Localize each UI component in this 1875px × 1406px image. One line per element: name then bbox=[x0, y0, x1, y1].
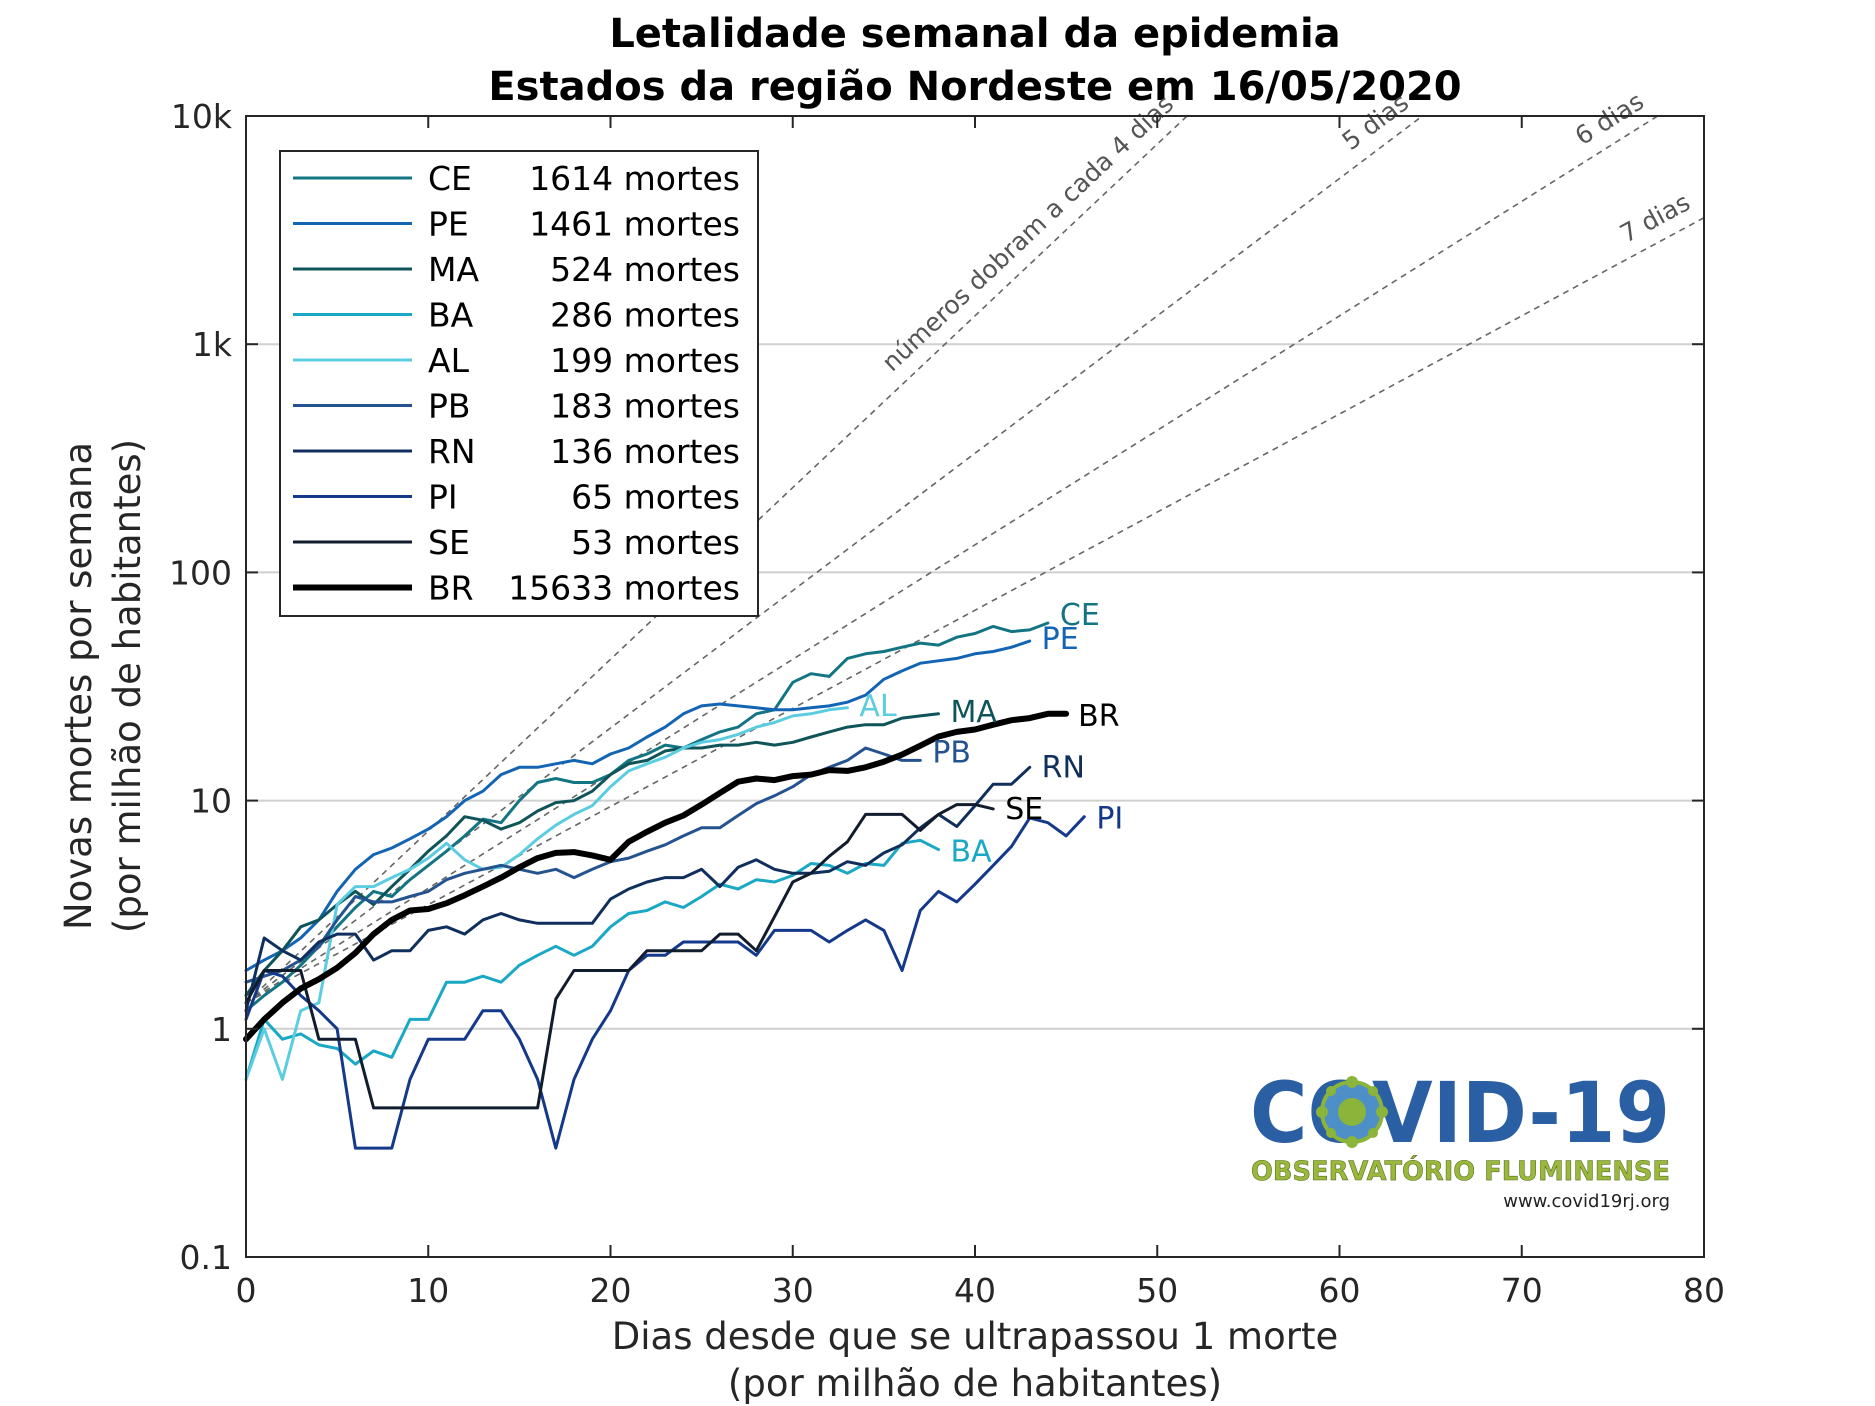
legend-name-rn: RN bbox=[428, 432, 476, 471]
legend-name-al: AL bbox=[428, 341, 470, 380]
end-label-ce: CE bbox=[1060, 598, 1100, 633]
legend-deaths-rn: 136 mortes bbox=[550, 432, 740, 471]
legend-name-pe: PE bbox=[428, 205, 469, 244]
axis-ticks: 0 10 20 30 40 50 60 70 80 0.1 1 10 100 1k 10k bbox=[169, 97, 1725, 1310]
legend-name-ba: BA bbox=[428, 296, 474, 335]
x-axis-label: Dias desde que se ultrapassou 1 morte bbox=[612, 1315, 1338, 1358]
legend: CE 1614 mortes PE 1461 mortes MA 524 mortes BA… bbox=[279, 150, 759, 617]
series-line-br bbox=[243, 710, 1070, 1043]
series-line-pi bbox=[244, 815, 1086, 1150]
doubling-line-label: 7 dias bbox=[1615, 187, 1695, 248]
end-label-br: BR bbox=[1078, 699, 1119, 734]
x-tick-label: 80 bbox=[1683, 1271, 1725, 1310]
end-label-se: SE bbox=[1005, 792, 1043, 827]
end-label-pb: PB bbox=[932, 735, 971, 770]
legend-deaths-pe: 1461 mortes bbox=[529, 205, 740, 244]
x-tick-label: 20 bbox=[590, 1271, 632, 1310]
end-label-pi: PI bbox=[1096, 802, 1123, 837]
x-tick-label: 70 bbox=[1501, 1271, 1543, 1310]
covid19-observatorio-logo: COVID-19 OBSERVATÓRIO FLUMINENSE www.cov… bbox=[1250, 1064, 1670, 1212]
x-tick-label: 0 bbox=[236, 1271, 257, 1310]
legend-deaths-br: 15633 mortes bbox=[508, 569, 740, 608]
series-line-ce bbox=[244, 621, 1050, 1013]
legend-name-pb: PB bbox=[428, 387, 471, 426]
series-line-se bbox=[244, 803, 995, 1110]
y-tick-label: 10 bbox=[190, 782, 232, 821]
series-line-ma bbox=[244, 712, 940, 997]
y-tick-label: 1k bbox=[192, 325, 233, 364]
legend-name-br: BR bbox=[428, 569, 474, 608]
chart-subtitle: Estados da região Nordeste em 16/05/2020 bbox=[488, 64, 1461, 110]
legend-deaths-ma: 524 mortes bbox=[550, 250, 740, 289]
end-label-pe: PE bbox=[1042, 622, 1079, 657]
doubling-line bbox=[246, 217, 1704, 1004]
logo-title: COVID-19 bbox=[1250, 1064, 1670, 1162]
x-tick-label: 40 bbox=[954, 1271, 996, 1310]
legend-deaths-al: 199 mortes bbox=[550, 341, 740, 380]
y-axis-label: Novas mortes por semana bbox=[57, 442, 100, 930]
legend-deaths-se: 53 mortes bbox=[571, 523, 740, 562]
x-tick-label: 10 bbox=[407, 1271, 449, 1310]
end-label-rn: RN bbox=[1042, 750, 1085, 785]
legend-name-se: SE bbox=[428, 523, 470, 562]
y-axis-label-line2: (por milhão de habitantes) bbox=[106, 439, 149, 933]
legend-box bbox=[279, 150, 759, 617]
end-label-al: AL bbox=[859, 689, 897, 724]
x-tick-label: 30 bbox=[772, 1271, 814, 1310]
virus-icon bbox=[1316, 1076, 1388, 1148]
series-lines bbox=[243, 621, 1086, 1150]
y-tick-label: 10k bbox=[171, 97, 233, 136]
x-tick-label: 50 bbox=[1136, 1271, 1178, 1310]
legend-deaths-ba: 286 mortes bbox=[550, 296, 740, 335]
x-tick-label: 60 bbox=[1319, 1271, 1361, 1310]
legend-name-ma: MA bbox=[428, 250, 479, 289]
doubling-line bbox=[246, 116, 1659, 1004]
chart-title: Letalidade semanal da epidemia bbox=[609, 11, 1340, 57]
logo-url: www.covid19rj.org bbox=[1503, 1191, 1670, 1212]
legend-deaths-pi: 65 mortes bbox=[571, 478, 740, 517]
legend-name-pi: PI bbox=[428, 478, 458, 517]
series-line-rn bbox=[244, 765, 1032, 1013]
end-label-ma: MA bbox=[951, 695, 998, 730]
y-tick-label: 100 bbox=[169, 553, 232, 592]
logo-subtitle: OBSERVATÓRIO FLUMINENSE bbox=[1251, 1155, 1670, 1187]
y-tick-label: 0.1 bbox=[180, 1238, 232, 1277]
x-axis-label-line2: (por milhão de habitantes) bbox=[728, 1362, 1222, 1405]
series-line-pe bbox=[244, 639, 1032, 972]
y-tick-label: 1 bbox=[211, 1010, 232, 1049]
legend-name-ce: CE bbox=[428, 159, 472, 198]
end-label-ba: BA bbox=[951, 835, 993, 870]
legend-deaths-pb: 183 mortes bbox=[550, 387, 740, 426]
series-line-al bbox=[244, 706, 849, 1081]
legend-deaths-ce: 1614 mortes bbox=[529, 159, 740, 198]
doubling-line-label: 6 dias bbox=[1570, 87, 1649, 151]
